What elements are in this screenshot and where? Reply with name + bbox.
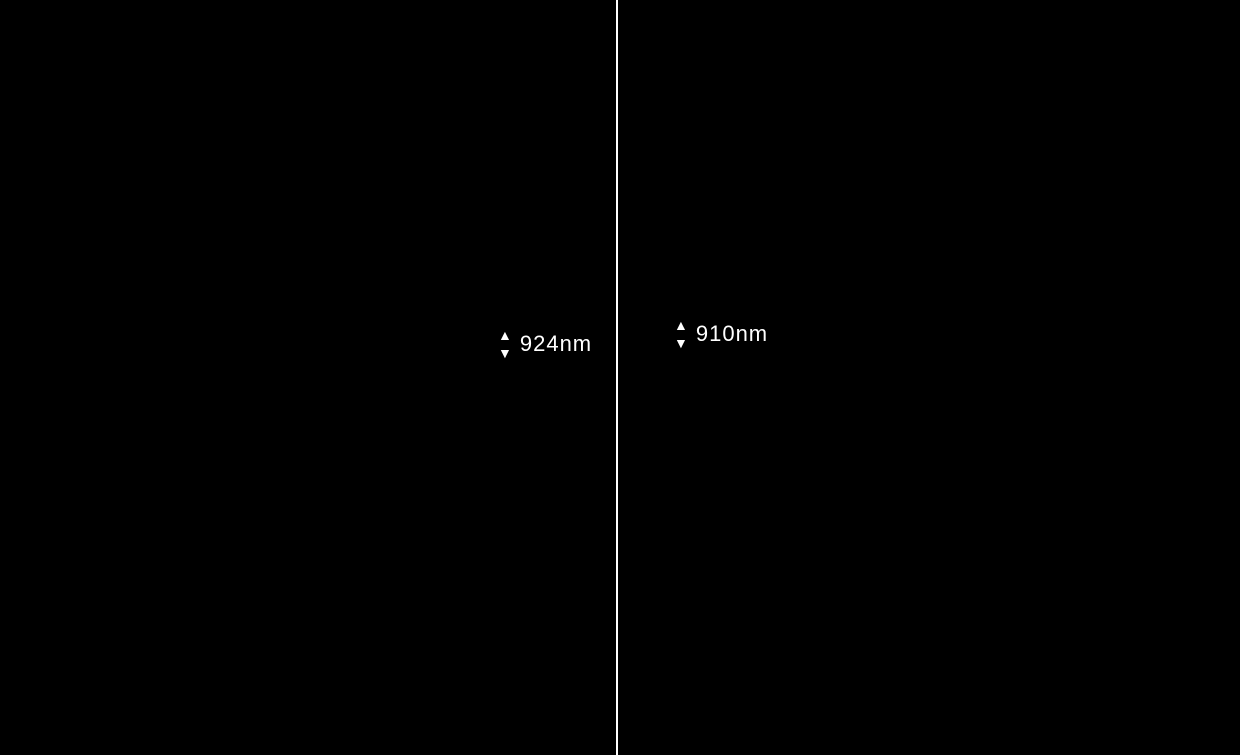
left-measurement-value: 924nm: [520, 331, 592, 357]
arrow-up-icon: ▲: [498, 328, 512, 342]
arrow-down-icon: ▼: [498, 346, 512, 360]
right-measurement-value: 910nm: [696, 321, 768, 347]
dimension-arrows-left: ▲ ▼: [498, 328, 512, 360]
arrow-up-icon: ▲: [674, 318, 688, 332]
dimension-arrows-right: ▲ ▼: [674, 318, 688, 350]
left-measurement-group: ▲ ▼ 924nm: [498, 328, 592, 360]
right-panel: ▲ ▼ 910nm: [618, 0, 1240, 755]
right-measurement-group: ▲ ▼ 910nm: [674, 318, 768, 350]
left-panel: ▲ ▼ 924nm: [0, 0, 618, 755]
arrow-down-icon: ▼: [674, 336, 688, 350]
